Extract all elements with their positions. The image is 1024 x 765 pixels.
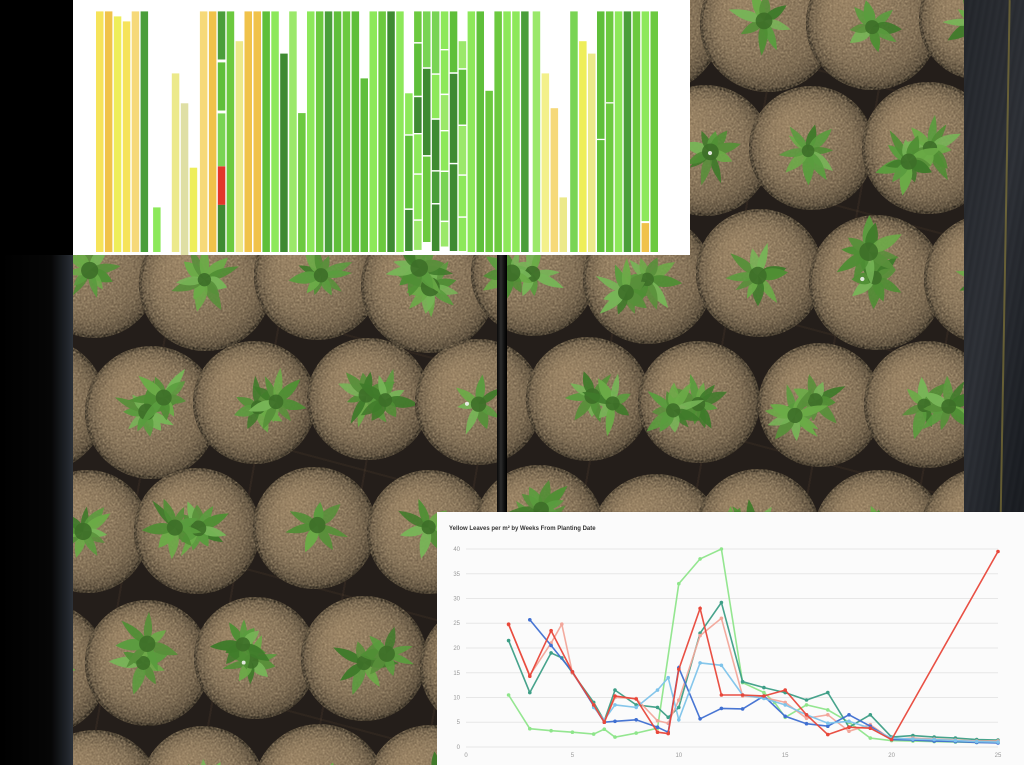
svg-text:10: 10 xyxy=(453,696,460,702)
svg-text:30: 30 xyxy=(453,597,460,603)
svg-text:Yellow Leaves per m² by Weeks: Yellow Leaves per m² by Weeks From Plant… xyxy=(449,525,596,532)
svg-text:25: 25 xyxy=(995,753,1002,759)
svg-text:15: 15 xyxy=(782,753,789,759)
svg-text:20: 20 xyxy=(888,753,895,759)
svg-text:25: 25 xyxy=(453,621,460,627)
svg-text:20: 20 xyxy=(453,646,460,652)
svg-text:35: 35 xyxy=(453,572,460,578)
svg-text:10: 10 xyxy=(675,753,682,759)
svg-text:15: 15 xyxy=(453,671,460,677)
svg-text:40: 40 xyxy=(453,547,460,553)
